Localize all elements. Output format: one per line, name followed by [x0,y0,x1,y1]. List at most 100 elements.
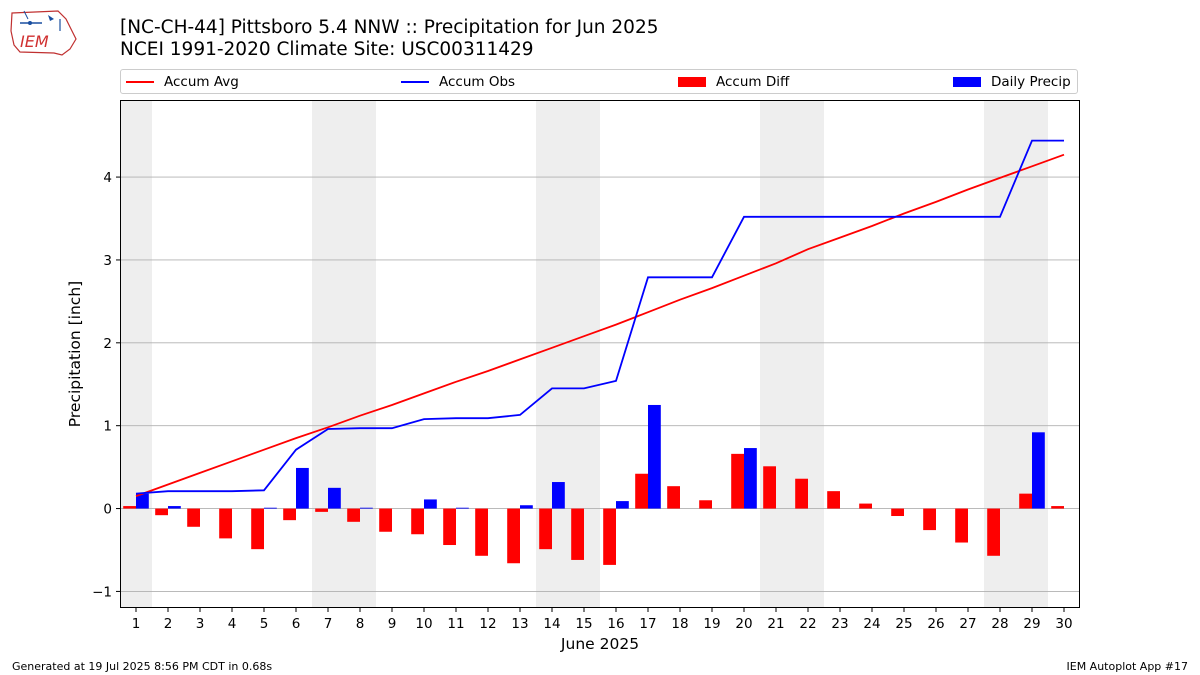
bar-accum-diff-day-23 [827,491,840,509]
bar-accum-diff-day-26 [923,508,936,531]
x-tick-label: 15 [575,616,592,632]
x-tick-label: 5 [260,616,269,632]
x-tick-label: 12 [479,616,496,632]
bar-accum-diff-day-16 [603,508,616,565]
y-tick-label: 2 [103,336,112,352]
x-tick-label: 13 [511,616,528,632]
bar-accum-diff-day-30 [1051,506,1064,509]
y-tick-label: 0 [103,502,112,518]
bar-daily-precip-day-7 [328,487,341,509]
x-tick-label: 9 [388,616,397,632]
iem-logo: IEM [10,10,77,56]
legend-item-accum-obs: Accum Obs [401,70,515,93]
legend-swatch-daily-precip [953,76,981,87]
x-tick-label: 1 [132,616,141,632]
bar-accum-diff-day-25 [891,508,904,517]
bar-accum-diff-day-17 [635,473,648,509]
x-tick-label: 20 [735,616,752,632]
logo-text: IEM [20,32,49,51]
legend-label-accum-avg: Accum Avg [164,73,239,90]
bar-accum-diff-day-13 [507,508,520,564]
plot-frame [120,100,1080,608]
x-tick-label: 18 [671,616,688,632]
legend-item-daily-precip: Daily Precip [953,70,1071,93]
x-tick-label: 28 [991,616,1008,632]
bar-accum-diff-day-29 [1019,493,1032,509]
line-accum-avg [135,153,1065,497]
bar-accum-diff-day-9 [379,508,392,532]
x-tick-label: 14 [543,616,560,632]
legend-label-daily-precip: Daily Precip [991,73,1071,90]
line-accum-obs [135,139,1064,495]
y-tick-label: −1 [92,584,112,600]
bar-daily-precip-day-1 [136,493,149,509]
legend-item-accum-avg: Accum Avg [126,70,239,93]
weekend-shade-day-29 [1016,100,1048,608]
x-tick-label: 21 [767,616,784,632]
x-tick-label: 4 [228,616,237,632]
weekend-shade-day-1 [120,100,152,608]
x-tick-label: 29 [1023,616,1040,632]
bar-accum-diff-day-11 [443,508,456,546]
bar-daily-precip-day-5 [264,507,277,509]
bar-daily-precip-day-6 [296,467,309,509]
weekend-shade-day-21 [760,100,792,608]
footer-app-text: IEM Autoplot App #17 [1066,660,1189,673]
footer-generated-text: Generated at 19 Jul 2025 8:56 PM CDT in … [12,660,273,673]
x-tick-label: 8 [356,616,365,632]
y-tick-label: 4 [103,170,112,186]
bar-accum-diff-day-6 [283,508,296,521]
x-tick-label: 3 [196,616,205,632]
bar-daily-precip-day-29 [1032,432,1045,509]
bar-daily-precip-day-13 [520,505,533,509]
x-tick-label: 27 [959,616,976,632]
x-axis-label: June 2025 [560,635,639,653]
x-tick-label: 26 [927,616,944,632]
bar-accum-diff-day-3 [187,508,200,527]
gridlines [120,176,1080,592]
chart-title: [NC-CH-44] Pittsboro 5.4 NNW :: Precipit… [120,17,659,38]
y-tick-label: 3 [103,253,112,269]
legend-swatch-accum-avg [126,80,154,83]
x-tick-label: 16 [607,616,624,632]
bar-accum-diff-day-15 [571,508,584,560]
bar-accum-diff-day-10 [411,508,424,535]
bar-accum-diff-day-19 [699,500,712,509]
x-tick-label: 7 [324,616,333,632]
y-tick-label: 1 [103,419,112,435]
bar-accum-diff-day-22 [795,478,808,509]
legend: Accum Avg Accum Obs Accum Diff Daily Pre… [120,69,1078,94]
bar-accum-diff-day-20 [731,453,744,509]
x-tick-label: 10 [415,616,432,632]
weekend-shade-day-8 [344,100,376,608]
bar-accum-diff-day-2 [155,508,168,516]
bar-daily-precip-day-16 [616,501,629,509]
bar-daily-precip-day-8 [360,507,373,509]
x-tick-label: 11 [447,616,464,632]
x-tick-label: 17 [639,616,656,632]
bar-accum-diff-day-27 [955,508,968,543]
x-tick-label: 19 [703,616,720,632]
bar-daily-precip-day-11 [456,507,469,509]
legend-item-accum-diff: Accum Diff [678,70,789,93]
chart-subtitle: NCEI 1991-2020 Climate Site: USC00311429 [120,39,534,60]
bar-accum-diff-day-12 [475,508,488,556]
bar-daily-precip-day-17 [648,404,661,509]
bar-accum-diff-day-1 [123,506,136,509]
bar-daily-precip-day-10 [424,499,437,509]
weekend-shade-day-22 [792,100,824,608]
bar-daily-precip-day-20 [744,448,757,509]
bar-accum-diff-day-28 [987,508,1000,556]
x-tick-label: 2 [164,616,173,632]
x-tick-label: 24 [863,616,880,632]
legend-swatch-accum-obs [401,80,429,83]
bar-accum-diff-day-21 [763,466,776,509]
bar-accum-diff-day-4 [219,508,232,539]
bar-accum-diff-day-7 [315,508,328,512]
x-tick-label: 25 [895,616,912,632]
x-tick-label: 30 [1055,616,1072,632]
bar-accum-diff-day-5 [251,508,264,550]
bar-daily-precip-day-14 [552,482,565,509]
accum-lines [135,139,1065,497]
